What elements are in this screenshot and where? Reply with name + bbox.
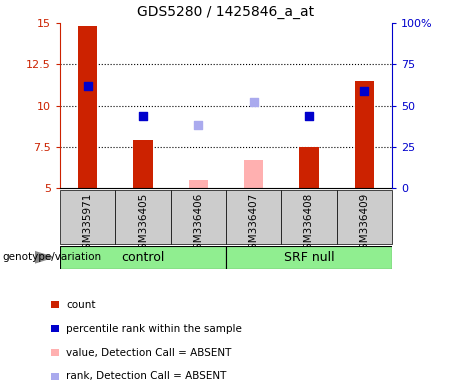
Bar xyxy=(189,180,208,188)
Text: SRF null: SRF null xyxy=(284,251,334,264)
Bar xyxy=(78,26,97,188)
Text: GSM336405: GSM336405 xyxy=(138,193,148,256)
Text: GSM336409: GSM336409 xyxy=(359,193,369,256)
Point xyxy=(84,83,91,89)
Bar xyxy=(337,190,392,244)
Bar xyxy=(226,246,392,269)
Text: percentile rank within the sample: percentile rank within the sample xyxy=(66,324,242,334)
Text: GSM336407: GSM336407 xyxy=(248,193,259,256)
Text: rank, Detection Call = ABSENT: rank, Detection Call = ABSENT xyxy=(66,371,226,381)
Bar xyxy=(299,147,319,188)
Bar xyxy=(244,160,263,188)
Text: value, Detection Call = ABSENT: value, Detection Call = ABSENT xyxy=(66,348,231,358)
Bar xyxy=(60,246,226,269)
Bar xyxy=(171,190,226,244)
Text: control: control xyxy=(121,251,165,264)
Bar xyxy=(281,190,337,244)
Text: count: count xyxy=(66,300,95,310)
Title: GDS5280 / 1425846_a_at: GDS5280 / 1425846_a_at xyxy=(137,5,314,19)
Point xyxy=(195,122,202,129)
Text: genotype/variation: genotype/variation xyxy=(2,252,101,262)
Bar xyxy=(133,140,153,188)
Text: GSM336406: GSM336406 xyxy=(193,193,203,256)
Point xyxy=(361,88,368,94)
Bar xyxy=(355,81,374,188)
Text: GSM335971: GSM335971 xyxy=(83,193,93,256)
Polygon shape xyxy=(35,252,53,263)
Point xyxy=(305,113,313,119)
Point xyxy=(250,99,257,105)
Text: GSM336408: GSM336408 xyxy=(304,193,314,256)
Point xyxy=(139,113,147,119)
Bar xyxy=(226,190,281,244)
Bar xyxy=(60,190,115,244)
Bar xyxy=(115,190,171,244)
